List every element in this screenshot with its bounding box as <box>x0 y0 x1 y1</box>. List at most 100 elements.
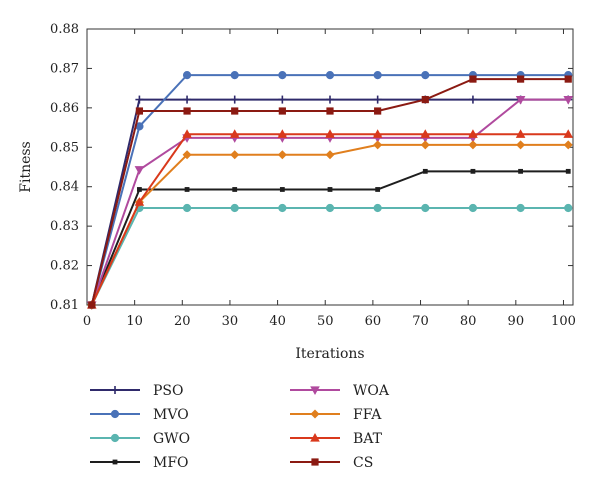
legend-item-bat: BAT <box>290 431 383 447</box>
data-point-ffa <box>230 150 240 160</box>
x-tick-label: 10 <box>126 314 143 329</box>
series-woa <box>86 95 574 310</box>
data-point-cs <box>564 75 572 83</box>
legend: PSO MVO GWO MFO WOA FFA BAT CS <box>90 383 390 471</box>
x-tick-label: 100 <box>551 314 576 329</box>
legend-marker-mvo <box>110 409 120 419</box>
data-point-gwo <box>468 203 478 213</box>
data-point-ffa <box>277 150 287 160</box>
data-point-bat <box>134 197 145 206</box>
series-line-bat <box>90 133 569 306</box>
data-point-mfo <box>327 187 333 192</box>
data-point-bat <box>277 129 288 138</box>
data-point-cs <box>374 107 382 115</box>
data-point-bat <box>372 129 383 138</box>
legend-item-cs: CS <box>290 455 373 471</box>
legend-label-mvo: MVO <box>153 407 189 423</box>
data-point-gwo <box>564 203 573 213</box>
y-tick-label: 0.85 <box>50 140 79 155</box>
data-point-bat <box>229 129 240 138</box>
data-point-gwo <box>230 203 239 213</box>
data-point-ffa <box>182 150 192 160</box>
data-point-mvo <box>182 71 192 80</box>
legend-label-mfo: MFO <box>153 455 189 471</box>
data-point-pso <box>230 95 239 104</box>
data-point-cs <box>231 107 239 115</box>
data-point-mfo <box>422 168 428 174</box>
data-point-cs <box>421 95 429 104</box>
x-tick-label: 20 <box>174 314 191 329</box>
y-tick-label: 0.81 <box>50 298 79 313</box>
data-point-ffa <box>563 140 573 150</box>
data-point-woa <box>515 95 526 105</box>
data-point-bat <box>468 129 478 138</box>
series-pso <box>87 95 573 309</box>
legend-marker-pso <box>111 386 119 394</box>
legend-item-mvo: MVO <box>90 407 189 423</box>
data-point-pso <box>373 95 382 104</box>
legend-label-woa: WOA <box>353 383 390 399</box>
legend-marker-ffa <box>310 409 320 419</box>
y-axis-label: Fitness <box>18 141 34 193</box>
data-point-mfo <box>137 187 142 192</box>
data-point-pso <box>135 95 144 104</box>
data-point-bat <box>325 129 335 138</box>
data-point-cs <box>326 107 334 115</box>
y-tick-label: 0.82 <box>50 259 79 274</box>
plot-frame <box>86 28 574 306</box>
data-point-mfo <box>518 168 523 174</box>
series-line-gwo <box>90 207 569 306</box>
data-point-cs <box>183 107 191 115</box>
data-point-bat <box>420 129 431 138</box>
legend-marker-woa <box>310 386 320 395</box>
x-tick-label: 0 <box>83 314 91 329</box>
legend-marker-mfo <box>112 459 118 465</box>
series-ffa <box>87 140 573 310</box>
series-gwo <box>87 203 573 310</box>
data-point-mvo <box>230 71 239 80</box>
series-cs <box>88 75 572 309</box>
data-point-ffa <box>468 140 478 150</box>
data-point-woa <box>134 166 145 175</box>
legend-item-ffa: FFA <box>290 407 382 423</box>
data-point-cs <box>469 75 477 83</box>
data-point-ffa <box>373 140 383 150</box>
legend-marker-cs <box>311 458 319 466</box>
legend-label-pso: PSO <box>153 383 184 399</box>
data-point-woa <box>563 95 574 105</box>
plot-area: 0.81 0.82 0.83 0.84 0.85 0.86 0.87 0.88 0 10 20 30 4… <box>50 22 576 329</box>
data-point-mvo <box>325 71 335 80</box>
data-point-gwo <box>373 203 382 213</box>
data-point-mfo <box>565 168 571 174</box>
y-tick-label: 0.83 <box>50 219 79 234</box>
data-point-pso <box>326 95 334 104</box>
data-point-cs <box>135 107 144 115</box>
data-point-mfo <box>470 168 476 174</box>
data-point-pso <box>278 95 287 104</box>
data-point-mvo <box>421 71 430 80</box>
x-tick-label: 90 <box>508 314 525 329</box>
data-point-ffa <box>420 140 430 150</box>
data-point-ffa <box>325 150 335 160</box>
data-point-gwo <box>278 203 287 213</box>
x-tick-label: 70 <box>412 314 429 329</box>
legend-label-bat: BAT <box>353 431 383 447</box>
x-tick-label: 30 <box>222 314 239 329</box>
x-tick-label: 60 <box>365 314 382 329</box>
data-point-cs <box>278 107 286 115</box>
y-tick-label: 0.86 <box>50 101 79 116</box>
legend-item-gwo: GWO <box>90 431 190 447</box>
data-point-cs <box>88 301 96 309</box>
data-point-bat <box>563 129 574 138</box>
legend-marker-bat <box>310 433 320 442</box>
data-point-mfo <box>375 187 381 192</box>
data-point-mfo <box>279 187 285 192</box>
x-axis-label: Iterations <box>295 346 364 362</box>
data-point-cs <box>516 75 525 83</box>
data-point-mvo <box>278 71 287 80</box>
data-point-gwo <box>421 203 430 213</box>
legend-label-cs: CS <box>353 455 373 471</box>
data-point-gwo <box>182 203 192 213</box>
data-point-bat <box>182 129 192 138</box>
data-point-mfo <box>184 187 190 192</box>
